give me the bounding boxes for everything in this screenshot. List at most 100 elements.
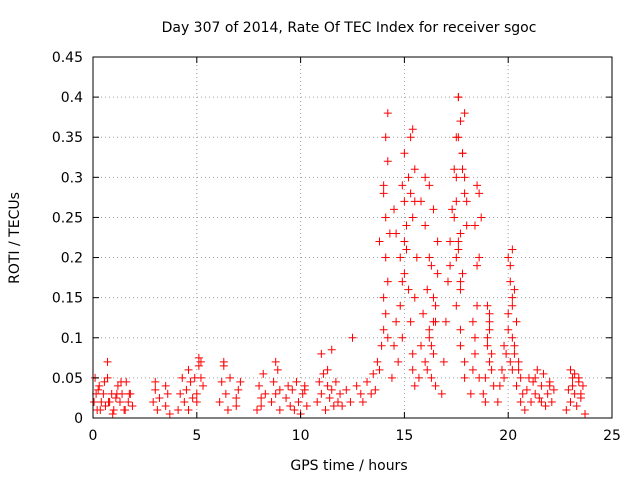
data-point: [568, 381, 577, 390]
x-axis-label: GPS time / hours: [290, 458, 407, 474]
data-point: [371, 385, 380, 394]
data-point: [163, 389, 172, 398]
data-point: [398, 181, 407, 190]
data-point: [410, 381, 419, 390]
data-point: [317, 349, 326, 358]
data-point: [165, 409, 174, 418]
data-point: [174, 405, 183, 414]
data-point: [302, 401, 311, 410]
data-point: [408, 213, 417, 222]
data-point: [400, 269, 409, 278]
data-point: [267, 397, 276, 406]
data-point: [522, 385, 531, 394]
data-point: [325, 393, 334, 402]
data-point: [425, 181, 434, 190]
data-point: [275, 405, 284, 414]
data-point: [178, 373, 187, 382]
data-point: [275, 385, 284, 394]
data-point: [427, 261, 436, 270]
y-tick-label: 0.25: [52, 210, 83, 226]
data-point: [313, 397, 322, 406]
data-point: [184, 365, 193, 374]
data-point: [323, 381, 332, 390]
data-point: [184, 405, 193, 414]
data-point: [367, 389, 376, 398]
data-point: [460, 189, 469, 198]
data-point: [273, 365, 282, 374]
data-point: [402, 221, 411, 230]
data-point: [531, 373, 540, 382]
data-point: [431, 381, 440, 390]
data-point: [94, 385, 103, 394]
data-point: [348, 333, 357, 342]
data-point: [421, 221, 430, 230]
data-point: [321, 405, 330, 414]
data-point: [381, 253, 390, 262]
data-point: [462, 221, 471, 230]
data-point: [223, 405, 232, 414]
data-point: [483, 333, 492, 342]
data-point: [410, 165, 419, 174]
data-point: [452, 253, 461, 262]
data-point: [352, 381, 361, 390]
data-point: [547, 397, 556, 406]
data-point: [115, 397, 124, 406]
chart-title: Day 307 of 2014, Rate Of TEC Index for r…: [162, 20, 537, 36]
data-point: [443, 277, 452, 286]
data-point: [468, 365, 477, 374]
data-point: [520, 405, 529, 414]
y-tick-label: 0.4: [61, 90, 83, 106]
data-point: [468, 317, 477, 326]
data-point: [475, 253, 484, 262]
data-point: [470, 349, 479, 358]
data-point: [458, 165, 467, 174]
data-point: [400, 149, 409, 158]
data-point: [404, 285, 413, 294]
data-point: [319, 369, 328, 378]
data-point: [232, 393, 241, 402]
data-point: [533, 365, 542, 374]
data-point: [458, 149, 467, 158]
data-point: [390, 341, 399, 350]
data-point: [358, 397, 367, 406]
data-point: [323, 365, 332, 374]
data-point: [288, 385, 297, 394]
data-point: [454, 133, 463, 142]
data-point: [375, 365, 384, 374]
data-point: [514, 357, 523, 366]
data-point: [481, 397, 490, 406]
data-point: [153, 405, 162, 414]
data-point: [99, 389, 108, 398]
data-point: [271, 389, 280, 398]
grid-lines: [93, 57, 612, 418]
data-point: [578, 381, 587, 390]
data-point: [336, 389, 345, 398]
data-point: [327, 345, 336, 354]
x-tick-label: 25: [603, 428, 621, 444]
data-point: [541, 401, 550, 410]
data-point: [186, 377, 195, 386]
data-point: [379, 181, 388, 190]
data-point: [383, 277, 392, 286]
data-point: [196, 373, 205, 382]
data-point: [477, 213, 486, 222]
data-point: [342, 385, 351, 394]
y-tick-label: 0.35: [52, 130, 83, 146]
data-point: [504, 253, 513, 262]
data-point: [329, 401, 338, 410]
data-point: [431, 317, 440, 326]
data-point: [473, 301, 482, 310]
y-axis-label: ROTI / TECUs: [7, 192, 23, 284]
data-point: [194, 361, 203, 370]
data-point: [383, 333, 392, 342]
data-point: [363, 377, 372, 386]
data-point: [375, 237, 384, 246]
data-point: [408, 349, 417, 358]
data-point: [527, 397, 536, 406]
data-point: [294, 397, 303, 406]
data-point: [221, 389, 230, 398]
data-point: [356, 389, 365, 398]
data-point: [470, 333, 479, 342]
data-point: [460, 373, 469, 382]
data-point: [406, 133, 415, 142]
